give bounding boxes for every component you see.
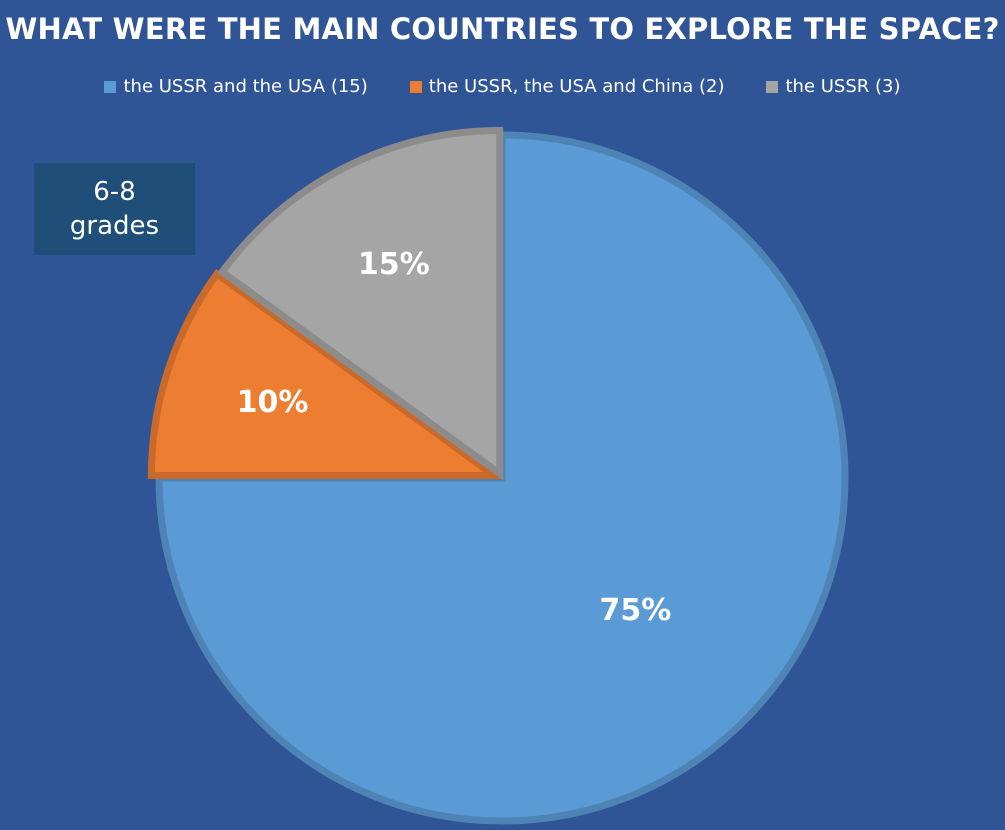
pie-slice-ussr-usa-china bbox=[147, 269, 506, 480]
chart-title: WHAT WERE THE MAIN COUNTRIES TO EXPLORE … bbox=[5, 12, 1000, 46]
data-label-ussr-usa: 75% bbox=[599, 593, 671, 628]
legend-swatch-ussr-usa bbox=[104, 80, 117, 93]
legend-item-ussr-usa-china: the USSR, the USA and China (2) bbox=[409, 76, 725, 97]
grade-annotation-line2: grades bbox=[69, 211, 160, 241]
legend-label-ussr: the USSR (3) bbox=[785, 76, 901, 97]
legend-item-ussr-usa: the USSR and the USA (15) bbox=[104, 76, 368, 97]
grade-annotation-line1: 6-8 bbox=[93, 177, 136, 207]
legend-label-ussr-usa-china: the USSR, the USA and China (2) bbox=[428, 76, 725, 97]
data-label-ussr-usa-china: 10% bbox=[237, 385, 309, 420]
grade-annotation-box: 6-8 grades bbox=[34, 163, 195, 255]
data-label-ussr: 15% bbox=[358, 247, 430, 282]
pie-slice-ussr bbox=[217, 127, 504, 481]
legend-swatch-ussr bbox=[766, 80, 779, 93]
legend-swatch-ussr-usa-china bbox=[409, 80, 422, 93]
legend-label-ussr-usa: the USSR and the USA (15) bbox=[123, 76, 368, 97]
legend-item-ussr: the USSR (3) bbox=[766, 76, 901, 97]
legend: the USSR and the USA (15) the USSR, the … bbox=[0, 76, 1005, 97]
